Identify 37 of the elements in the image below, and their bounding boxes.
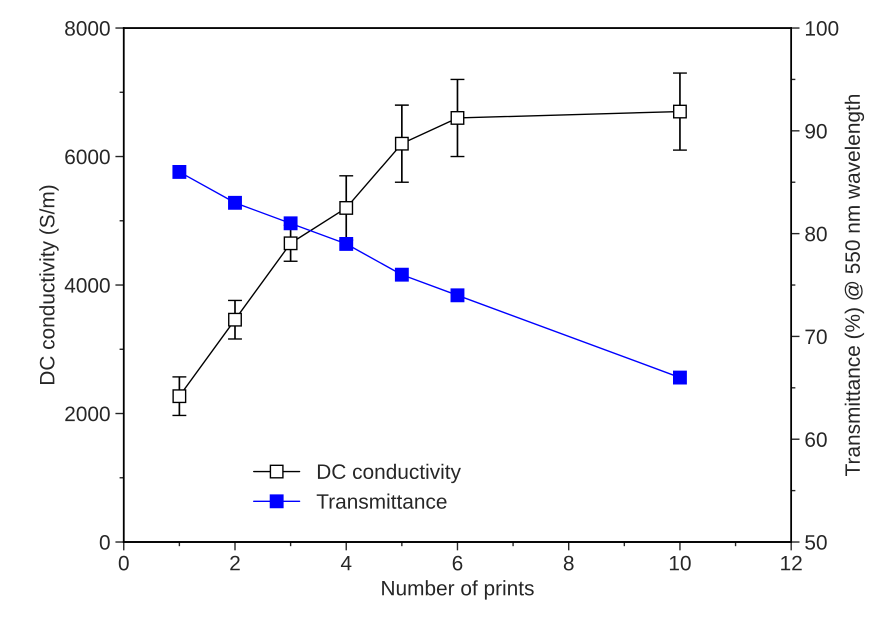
y-tick-label: 2000 [65,406,110,422]
x-tick-label: 0 [118,556,129,571]
legend-label: Transmittance [316,494,447,509]
point [450,288,464,302]
point [450,111,464,125]
x-axis-title: Number of prints [382,580,534,600]
legend-label: DC conductivity [318,464,461,484]
x-tick-label: 12 [781,556,802,570]
y2-tick-label: 90 [805,124,827,139]
point [394,268,409,282]
x-tick-label: 8 [564,556,574,571]
y-tick-label: 8000 [65,21,110,36]
x-tick-label: 6 [452,556,462,571]
point [673,370,687,384]
y2-tick-label: 50 [805,535,827,550]
x-tick-label: 10 [670,556,691,571]
y-tick-label: 4000 [64,278,110,293]
x-tick-label: 4 [340,556,352,570]
point [228,196,242,210]
y-axis-title: DC conductivity (S/m) [39,186,59,384]
x-tick-label: 2 [230,556,240,570]
y2-tick-label: 100 [806,21,838,36]
y-tick-label: 0 [100,535,110,550]
point [673,104,687,118]
point [284,216,298,230]
y2-axis-title: Transmittance (%) @ 550 nm wavelength [844,94,864,476]
y-tick-label: 6000 [65,150,110,164]
point [228,312,242,327]
point [339,200,354,215]
y2-tick-label: 80 [805,226,827,242]
point [172,389,186,404]
point [339,236,354,251]
y2-tick-label: 60 [805,432,827,447]
point [284,236,298,250]
point [394,136,409,151]
y2-tick-label: 70 [805,329,827,344]
point [172,165,186,179]
